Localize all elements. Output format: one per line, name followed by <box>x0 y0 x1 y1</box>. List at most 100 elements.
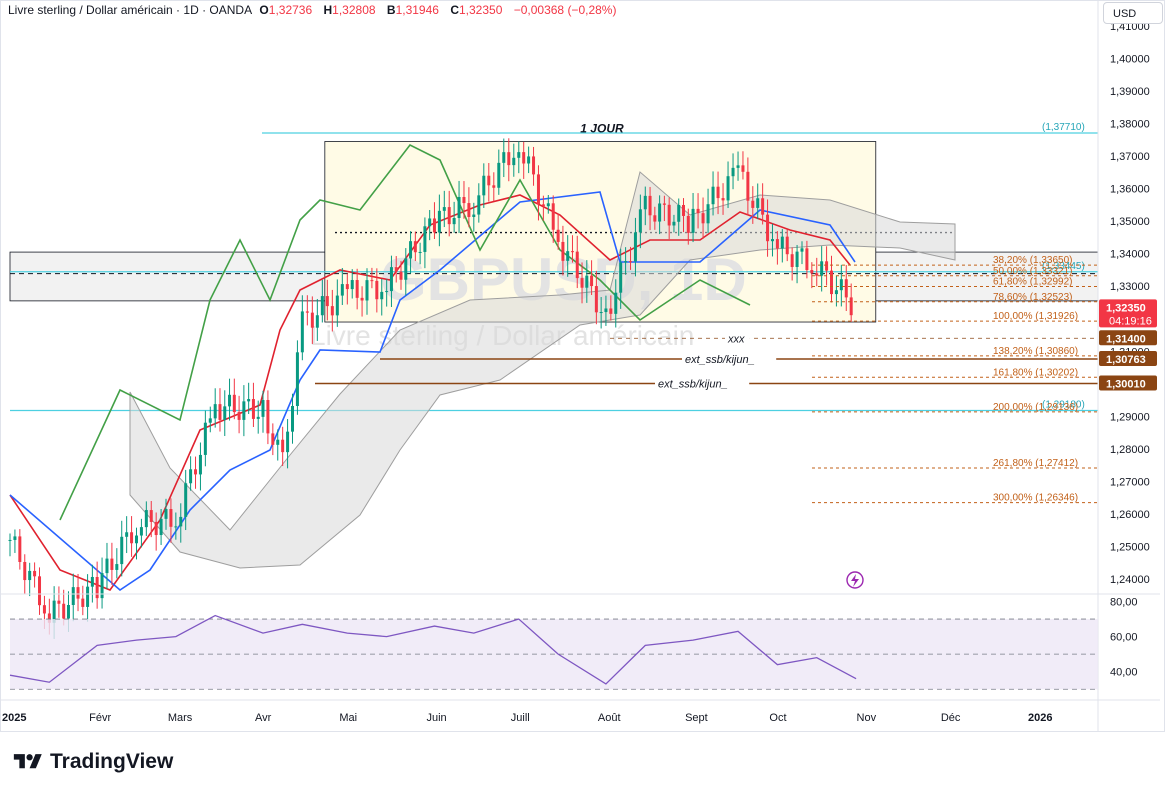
candle-body <box>546 203 550 207</box>
candle-body <box>385 291 389 293</box>
candle-body <box>566 251 570 261</box>
y-tick-label: 1,39000 <box>1110 86 1150 98</box>
fib-label: 300,00% (1,26346) <box>993 493 1078 504</box>
x-tick-label: Févr <box>89 712 111 724</box>
candle-body <box>532 156 536 175</box>
candle-body <box>701 213 705 224</box>
candle-body <box>134 535 138 544</box>
candle-body <box>844 279 848 298</box>
symbol-title: Livre sterling / Dollar américain · 1D ·… <box>8 3 253 17</box>
candle-body <box>442 207 446 211</box>
level-label: (1,37710) <box>1042 122 1085 133</box>
candle-body <box>716 186 720 199</box>
candle-body <box>256 416 260 419</box>
x-tick-label: Avr <box>255 712 272 724</box>
price-tag <box>1099 375 1157 391</box>
candle-body <box>154 521 158 536</box>
candle-body <box>62 603 66 619</box>
candle-body <box>756 198 760 208</box>
candle-body <box>667 204 671 226</box>
price-tag <box>1099 351 1157 367</box>
candle-body <box>590 275 594 287</box>
candle-body <box>251 399 255 419</box>
y-tick-label: 1,26000 <box>1110 509 1150 521</box>
level-label: (1,29180) <box>1042 399 1085 410</box>
candle-body <box>599 312 603 314</box>
candle-body <box>580 278 584 288</box>
lightning-icon <box>846 571 864 589</box>
fib-label: 61,80% (1,32992) <box>993 277 1073 288</box>
candle-body <box>139 527 143 536</box>
tradingview-logo[interactable]: TradingView <box>12 750 173 774</box>
candle-body <box>149 510 153 522</box>
candle-body <box>487 175 491 186</box>
candle-body <box>522 152 526 164</box>
annotation-label: ext_ssb/kijun_ <box>685 354 755 366</box>
y-tick-label: 1,29000 <box>1110 411 1150 423</box>
candle-body <box>507 152 511 166</box>
candle-body <box>849 297 853 316</box>
candle-body <box>399 271 403 280</box>
candle-body <box>721 198 725 201</box>
candle-body <box>452 218 456 225</box>
candle-body <box>672 221 676 226</box>
candle-body <box>839 279 843 291</box>
price-tag-label: 1,31400 <box>1106 333 1146 345</box>
open-label: O <box>259 3 269 17</box>
candle-body <box>594 286 598 313</box>
currency-button[interactable]: USD <box>1103 2 1163 24</box>
candle-body <box>482 175 486 196</box>
candle-body <box>291 405 295 432</box>
x-tick-label: Mars <box>168 712 193 724</box>
candle-body <box>604 308 608 313</box>
candle-body <box>345 284 349 290</box>
candle-body <box>86 586 90 607</box>
candle-body <box>100 573 104 599</box>
candle-body <box>95 576 99 599</box>
price-tag-label: 1,30763 <box>1106 354 1146 366</box>
candle-body <box>179 516 183 527</box>
candle-body <box>820 261 824 276</box>
candle-body <box>751 200 755 208</box>
candle-body <box>775 239 779 249</box>
candle-body <box>541 204 545 207</box>
candle-body <box>633 232 637 262</box>
candle-body <box>144 510 148 528</box>
candle-body <box>242 401 246 420</box>
y-tick-label: 1,40000 <box>1110 54 1150 66</box>
symbol-header: Livre sterling / Dollar américain · 1D ·… <box>8 3 620 17</box>
candle-body <box>746 171 750 201</box>
candle-body <box>409 241 413 259</box>
candle-body <box>174 526 178 528</box>
candle-body <box>189 469 193 484</box>
candle-body <box>360 297 364 301</box>
y-tick-label: 1,35000 <box>1110 216 1150 228</box>
candle-body <box>335 295 339 316</box>
x-tick-label: Juill <box>511 712 530 724</box>
fib-label: 200,00% (1,29136) <box>993 402 1078 413</box>
annotation-label-bg <box>725 331 750 345</box>
y-tick-label: 1,28000 <box>1110 444 1150 456</box>
candle-body <box>13 536 17 540</box>
candle-body <box>795 251 799 267</box>
candle-body <box>447 207 451 225</box>
candle-body <box>81 598 85 607</box>
candle-body <box>305 311 309 313</box>
candle-body <box>213 404 217 419</box>
candle-body <box>325 296 329 307</box>
candle-body <box>159 518 163 536</box>
x-tick-label: Oct <box>769 712 786 724</box>
y-tick-label: 1,36000 <box>1110 184 1150 196</box>
candle-body <box>643 195 647 210</box>
fib-label: 138,20% (1,30860) <box>993 346 1078 357</box>
candle-body <box>76 587 80 599</box>
candle-body <box>575 251 579 279</box>
candle-body <box>33 570 37 577</box>
candle-body <box>658 203 662 222</box>
candle-body <box>120 536 124 565</box>
y-tick-label: 1,27000 <box>1110 476 1150 488</box>
candle-body <box>437 210 441 233</box>
candle-body <box>228 394 232 407</box>
